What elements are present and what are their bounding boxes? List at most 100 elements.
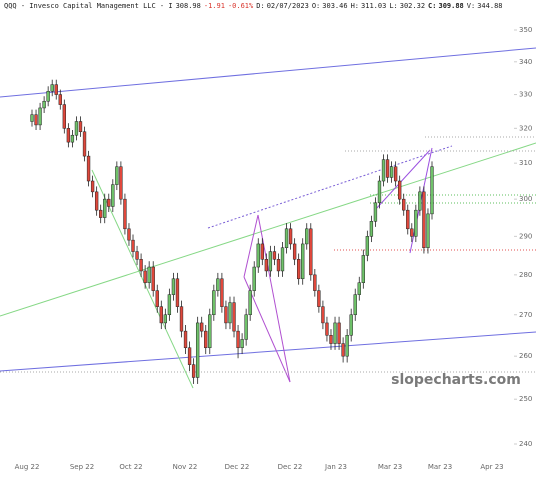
y-tick-label: 240 [519,440,532,448]
candle-body [264,259,269,272]
candle-body [200,322,204,332]
candle-body [337,322,341,344]
x-tick-label: Apr 23 [480,463,503,471]
y-tick-label: 270 [519,311,532,319]
candle-body [398,180,402,200]
candle-body [127,228,131,241]
candle-body [297,259,301,280]
candle-body [42,100,46,109]
candle-body [369,221,374,237]
candle-body [179,306,184,332]
y-tick-label: 350 [519,26,532,34]
y-tick-label: 290 [519,232,532,240]
candle-body [216,278,220,291]
candle-body [54,84,58,95]
annotations [0,47,536,389]
candle-body [163,314,167,324]
candle-body [228,302,232,324]
candle-body [208,314,212,349]
candle-body [155,290,159,307]
candle-body [393,166,398,182]
x-tick-label: Mar 23 [428,463,452,471]
field-value: 309.88 [438,2,464,10]
candle-body [414,209,418,237]
candle-body [58,94,62,105]
candle-body [38,107,42,126]
candle-body [147,266,151,283]
candle-body [406,209,410,230]
candle-body [143,270,147,283]
candle-body [353,294,357,316]
candle-body [187,347,192,365]
candle-body [191,364,196,378]
x-tick-label: Jan 23 [324,463,347,471]
price-change-pct: -0.61% [227,2,254,10]
field-value: 303.46 [322,2,348,10]
candle-body [115,166,119,185]
candle-body [301,243,305,280]
candle-body [131,239,135,252]
x-tick-label: Oct 22 [119,463,142,471]
candle-body [86,155,91,182]
candle-body [256,243,260,268]
x-tick-label: Dec 22 [225,463,250,471]
candle-body [159,306,163,324]
candle-body [389,166,394,178]
candle-body [232,302,236,332]
candle-body [167,294,172,316]
candle-body [284,228,289,249]
candle-body [418,191,422,211]
candle-body [78,121,83,133]
candle-body [373,202,378,222]
candle-body [175,278,180,307]
field-value: 02/07/2023 [266,2,309,10]
candle-body [381,159,386,182]
candle-body [74,121,79,136]
trend-line [0,331,536,372]
candle-body [34,114,38,126]
y-tick-label: 330 [519,91,532,99]
candle-body [135,251,139,260]
last-price: 308.98 [175,2,201,10]
x-tick-label: Sep 22 [70,463,94,471]
candle-body [325,322,329,336]
candle-body [365,236,370,256]
trend-line [207,145,453,229]
candle-body [46,90,50,102]
y-tick-label: 310 [519,159,532,167]
field-value: 311.03 [361,2,387,10]
y-tick-label: 280 [519,271,532,279]
x-tick-label: Aug 22 [15,463,40,471]
candle-body [333,322,337,344]
candle-body [422,191,426,249]
y-tick-label: 300 [519,195,532,203]
candle-body [341,343,345,357]
candle-body [151,266,155,291]
candle-body [272,251,277,260]
candle-body [410,228,414,237]
field-value: 302.32 [399,2,426,10]
x-tick-label: Mar 23 [378,463,402,471]
candle-body [119,166,123,200]
candle-body [317,290,321,307]
y-tick-label: 250 [519,395,532,403]
candle-body [240,339,244,349]
candle-body [183,330,188,349]
candle-body [103,198,107,218]
y-tick-label: 340 [519,58,532,66]
candle-body [123,198,127,230]
candle-body [361,255,365,283]
candle-body [99,209,103,218]
candle-body [50,84,54,92]
field-label: O: [311,2,321,10]
candle-body [349,314,353,336]
candle-body [107,198,111,207]
trend-line [257,214,291,383]
candle-body [90,180,95,193]
field-label: L: [389,2,398,10]
candle-body [305,228,309,245]
candle-body [309,228,313,276]
candle-body [94,191,99,211]
watermark: slopecharts.com [391,372,521,388]
